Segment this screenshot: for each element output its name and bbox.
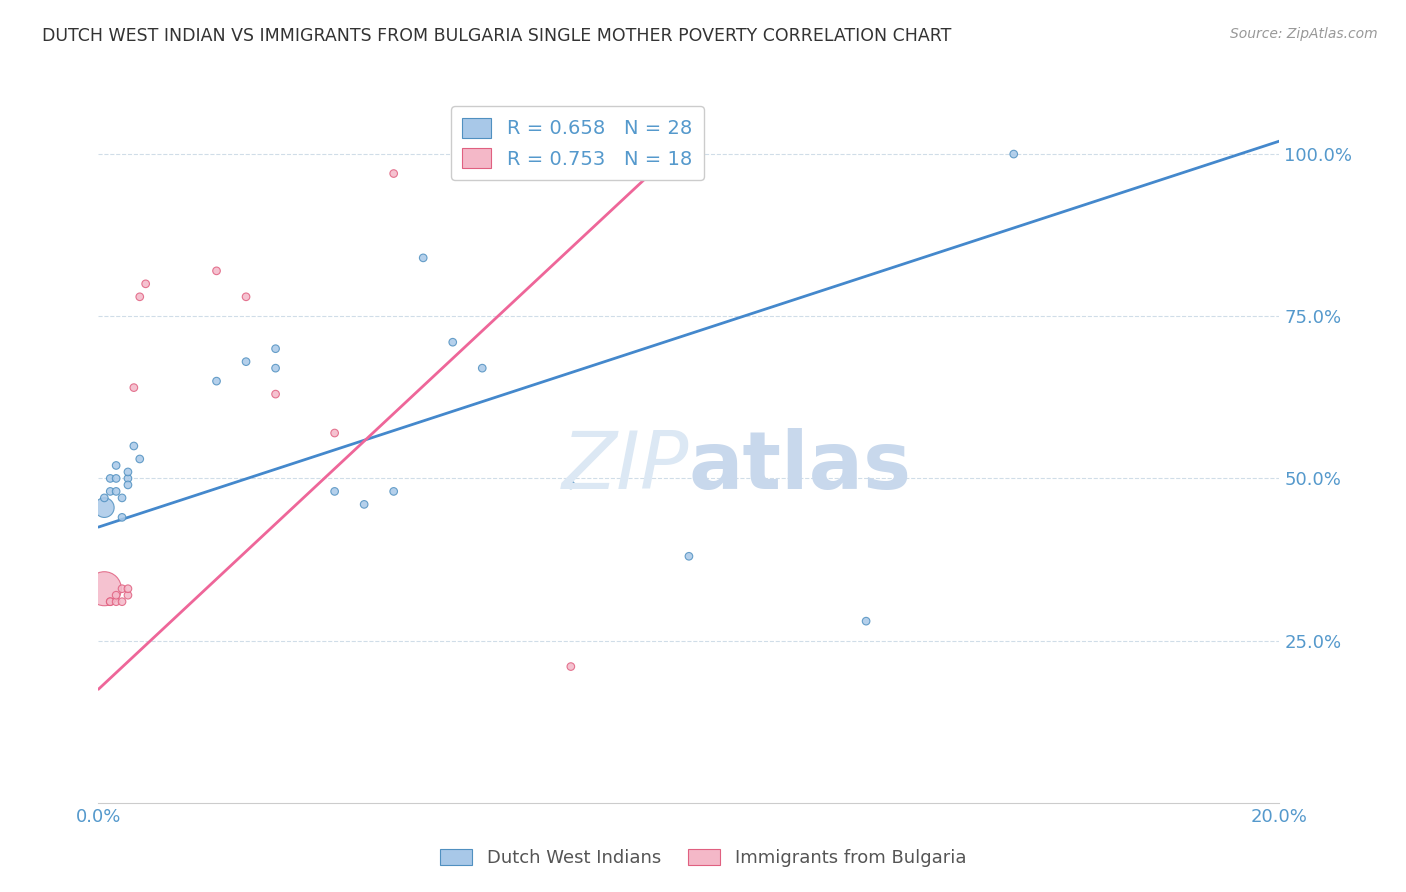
Point bbox=[105, 595, 128, 609]
Point bbox=[93, 491, 115, 505]
Point bbox=[105, 458, 128, 473]
Point bbox=[98, 595, 121, 609]
Point bbox=[205, 264, 228, 278]
Legend: Dutch West Indians, Immigrants from Bulgaria: Dutch West Indians, Immigrants from Bulg… bbox=[433, 841, 973, 874]
Point bbox=[205, 374, 228, 388]
Point bbox=[382, 167, 405, 181]
Point bbox=[93, 582, 115, 596]
Point bbox=[122, 439, 145, 453]
Point bbox=[264, 361, 287, 376]
Point bbox=[235, 354, 257, 368]
Point bbox=[353, 497, 375, 511]
Text: ZIP: ZIP bbox=[561, 428, 689, 507]
Point bbox=[98, 471, 121, 485]
Point bbox=[855, 614, 877, 628]
Point bbox=[117, 582, 139, 596]
Legend: R = 0.658   N = 28, R = 0.753   N = 18: R = 0.658 N = 28, R = 0.753 N = 18 bbox=[451, 106, 704, 180]
Point bbox=[135, 277, 157, 291]
Point bbox=[441, 335, 464, 350]
Point bbox=[122, 381, 145, 395]
Point bbox=[560, 478, 582, 492]
Point bbox=[128, 290, 150, 304]
Point bbox=[111, 582, 134, 596]
Point bbox=[1002, 147, 1025, 161]
Point bbox=[98, 484, 121, 499]
Point bbox=[111, 491, 134, 505]
Point bbox=[105, 588, 128, 602]
Point bbox=[105, 471, 128, 485]
Text: atlas: atlas bbox=[689, 428, 912, 507]
Point bbox=[117, 588, 139, 602]
Point bbox=[93, 500, 115, 515]
Point bbox=[323, 425, 346, 440]
Point bbox=[412, 251, 434, 265]
Point bbox=[560, 659, 582, 673]
Point bbox=[264, 342, 287, 356]
Point bbox=[111, 510, 134, 524]
Point bbox=[264, 387, 287, 401]
Text: Source: ZipAtlas.com: Source: ZipAtlas.com bbox=[1230, 27, 1378, 41]
Point bbox=[471, 361, 494, 376]
Point bbox=[111, 595, 134, 609]
Point bbox=[323, 484, 346, 499]
Point bbox=[678, 549, 700, 564]
Point bbox=[235, 290, 257, 304]
Point bbox=[117, 471, 139, 485]
Point bbox=[382, 484, 405, 499]
Text: DUTCH WEST INDIAN VS IMMIGRANTS FROM BULGARIA SINGLE MOTHER POVERTY CORRELATION : DUTCH WEST INDIAN VS IMMIGRANTS FROM BUL… bbox=[42, 27, 952, 45]
Point bbox=[105, 484, 128, 499]
Point bbox=[117, 465, 139, 479]
Point bbox=[128, 452, 150, 467]
Point bbox=[117, 478, 139, 492]
Point bbox=[98, 595, 121, 609]
